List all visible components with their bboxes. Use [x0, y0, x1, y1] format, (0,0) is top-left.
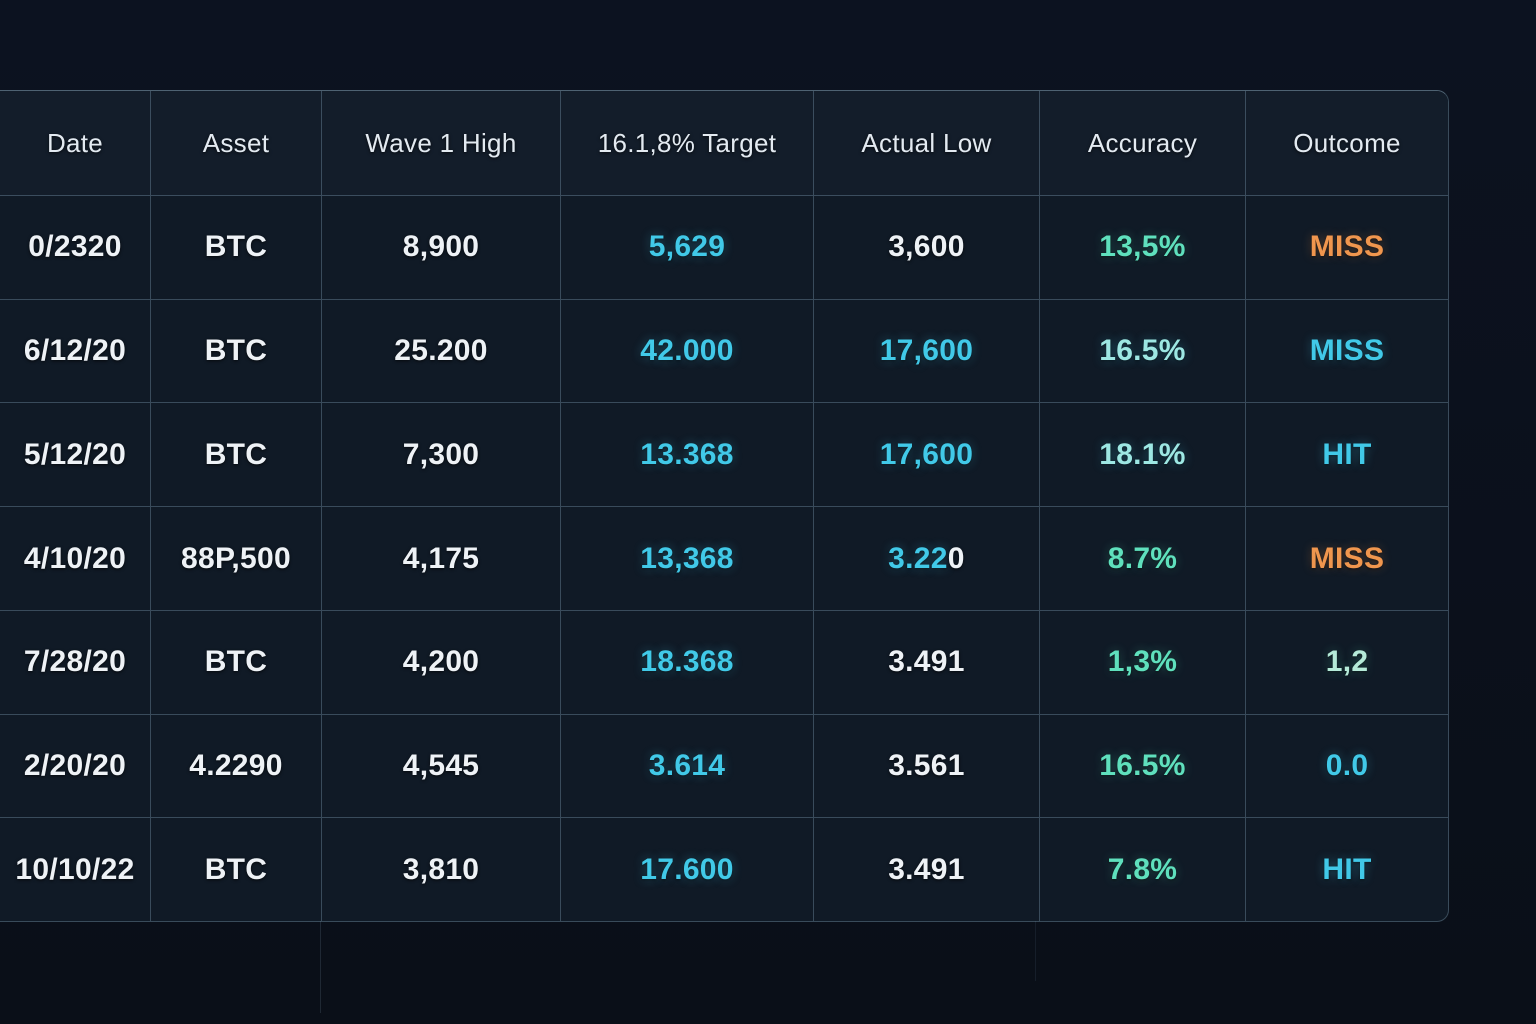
cell-wave1high: 7,300 — [322, 403, 562, 507]
cell-target: 3.614 — [561, 714, 814, 818]
cell-actuallow: 17,600 — [814, 299, 1040, 403]
cell-date: 5/12/20 — [0, 403, 151, 507]
cell-wave1high: 4,175 — [322, 507, 562, 610]
cell-wave1high: 4,545 — [322, 714, 562, 818]
cell-asset: BTC — [151, 610, 322, 714]
cell-date: 10/10/22 — [0, 818, 151, 921]
cell-target: 18.368 — [561, 610, 814, 714]
cell-target: 17.600 — [561, 818, 814, 921]
cell-text-part: 0 — [947, 541, 965, 575]
cell-outcome: MISS — [1309, 230, 1385, 264]
cell-accuracy: 16.5% — [1040, 299, 1247, 403]
cell-wave1high: 4,200 — [322, 610, 562, 714]
cell-actuallow: 3.491 — [814, 818, 1040, 921]
column-header-actuallow: Actual Low — [814, 91, 1040, 195]
table-row: 2/20/20 4.2290 4,545 3.614 3.561 16.5% 0.0 — [0, 714, 1448, 819]
cell-text-part: 3.22 — [888, 541, 948, 575]
cell-asset: BTC — [151, 196, 322, 299]
table-row: 7/28/20 BTC 4,200 18.368 3.491 1,3% 1,2 — [0, 610, 1448, 715]
cell-asset: BTC — [151, 818, 322, 921]
cell-actuallow: 3.491 — [814, 610, 1040, 714]
cell-outcome: HIT — [1322, 437, 1372, 471]
table-row: 4/10/20 88P,500 4,175 13,368 3.22 0 8.7% MISS — [0, 507, 1448, 611]
cell-target: 42.000 — [561, 299, 814, 403]
cell-outcome: 0.0 — [1325, 748, 1369, 782]
cell-actuallow: 3.22 0 — [814, 507, 1040, 610]
cell-target: 5,629 — [561, 196, 814, 299]
cell-outcome: HIT — [1322, 852, 1372, 886]
cell-wave1high: 3,810 — [322, 818, 562, 921]
column-header-target: 16.1,8% Target — [561, 91, 814, 195]
cell-actuallow: 3.561 — [814, 714, 1040, 818]
cell-wave1high: 8,900 — [322, 196, 562, 299]
grid-line-tail — [320, 921, 321, 1013]
table-row: 0/2320 BTC 8,900 5,629 3,600 13,5% MISS — [0, 196, 1448, 300]
cell-target: 13,368 — [561, 507, 814, 610]
cell-asset: 4.2290 — [151, 714, 322, 818]
cell-actuallow: 3,600 — [814, 196, 1040, 299]
cell-asset: 88P,500 — [151, 507, 322, 610]
cell-accuracy: 8.7% — [1040, 507, 1247, 610]
column-header-date: Date — [0, 91, 151, 195]
cell-accuracy: 13,5% — [1040, 196, 1247, 299]
cell-accuracy: 1,3% — [1040, 610, 1247, 714]
cell-outcome: MISS — [1309, 334, 1385, 368]
table-row: 5/12/20 BTC 7,300 13.368 17,600 18.1% HIT — [0, 403, 1448, 508]
table-row: 10/10/22 BTC 3,810 17.600 3.491 7.8% HIT — [0, 818, 1448, 921]
cell-accuracy: 18.1% — [1040, 403, 1247, 507]
grid-line-tail — [1035, 921, 1036, 981]
cell-wave1high: 25.200 — [322, 299, 562, 403]
column-header-wave1high: Wave 1 High — [322, 91, 562, 195]
cell-outcome: MISS — [1309, 541, 1385, 575]
cell-accuracy: 16.5% — [1040, 714, 1247, 818]
column-header-outcome: Outcome — [1293, 127, 1401, 158]
cell-date: 2/20/20 — [0, 714, 151, 818]
column-header-accuracy: Accuracy — [1040, 91, 1247, 195]
cell-date: 4/10/20 — [0, 507, 151, 610]
cell-outcome: 1,2 — [1325, 645, 1369, 679]
cell-asset: BTC — [151, 403, 322, 507]
table-row: 6/12/20 BTC 25.200 42.000 17,600 16.5% MISS — [0, 299, 1448, 404]
cell-actuallow: 17,600 — [814, 403, 1040, 507]
column-header-asset: Asset — [151, 91, 322, 195]
fib-target-table: Date Asset Wave 1 High 16.1,8% Target Actual… — [0, 90, 1449, 922]
cell-asset: BTC — [151, 299, 322, 403]
cell-accuracy: 7.8% — [1040, 818, 1247, 921]
table-header-row: Date Asset Wave 1 High 16.1,8% Target Actual… — [0, 91, 1448, 196]
cell-date: 0/2320 — [0, 196, 151, 299]
cell-date: 6/12/20 — [0, 299, 151, 403]
cell-date: 7/28/20 — [0, 610, 151, 714]
cell-target: 13.368 — [561, 403, 814, 507]
